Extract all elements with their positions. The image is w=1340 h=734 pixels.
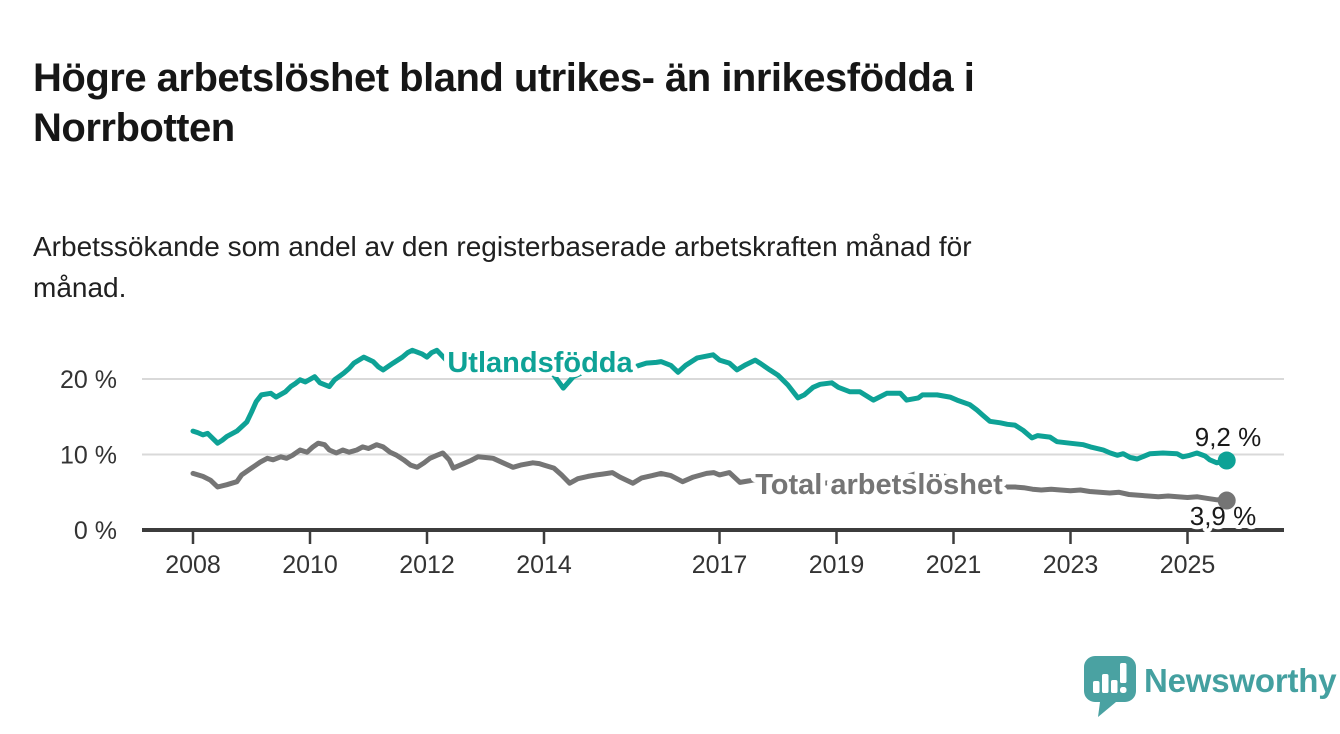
- y-axis-label-10: 10 %: [60, 442, 117, 470]
- x-axis-label-2012: 2012: [399, 551, 455, 579]
- logo-bar-3: [1111, 680, 1118, 693]
- subtitle-line-2: månad.: [33, 272, 127, 303]
- logo-bar-2: [1102, 674, 1109, 693]
- title-line-2: Norrbotten: [33, 105, 235, 150]
- speech-bubble-shape: [1084, 656, 1136, 717]
- end-value-label-total: 3,9 %: [1190, 501, 1257, 531]
- x-axis-label-2014: 2014: [516, 551, 572, 579]
- subtitle-line-1: Arbetssökande som andel av den registerb…: [33, 231, 972, 262]
- x-axis-label-2025: 2025: [1160, 551, 1216, 579]
- y-axis-label-20: 20 %: [60, 366, 117, 394]
- y-axis-label-0: 0 %: [74, 517, 117, 545]
- end-value-label-utlandsfodda: 9,2 %: [1195, 422, 1262, 452]
- title-line-1: Högre arbetslöshet bland utrikes- än inr…: [33, 55, 975, 100]
- series-line-total: [190, 440, 1230, 504]
- end-point-dot-total: [1217, 491, 1236, 510]
- series-label-utlandsfodda: Utlandsfödda: [447, 347, 633, 379]
- newsworthy-logo: Newsworthy: [1084, 656, 1337, 717]
- logo-exclamation-bar: [1120, 663, 1127, 683]
- page-title: Högre arbetslöshet bland utrikes- än inr…: [33, 53, 1313, 153]
- x-axis-label-2023: 2023: [1043, 551, 1099, 579]
- x-axis-label-2019: 2019: [809, 551, 865, 579]
- x-axis-label-2008: 2008: [165, 551, 221, 579]
- chart-subtitle: Arbetssökande som andel av den registerb…: [33, 226, 1293, 308]
- x-axis-label-2010: 2010: [282, 551, 338, 579]
- newsworthy-logo-icon: [1084, 656, 1136, 717]
- x-axis-label-2017: 2017: [692, 551, 748, 579]
- logo-exclamation-dot: [1120, 687, 1127, 693]
- brand-name: Newsworthy: [1144, 662, 1337, 699]
- x-axis-label-2021: 2021: [926, 551, 982, 579]
- logo-bar-1: [1093, 681, 1100, 693]
- series-line-utlandsfodda: [190, 347, 1230, 466]
- series-label-total: Total arbetslöshet: [755, 469, 1003, 501]
- end-point-dot-utlandsfodda: [1217, 451, 1236, 470]
